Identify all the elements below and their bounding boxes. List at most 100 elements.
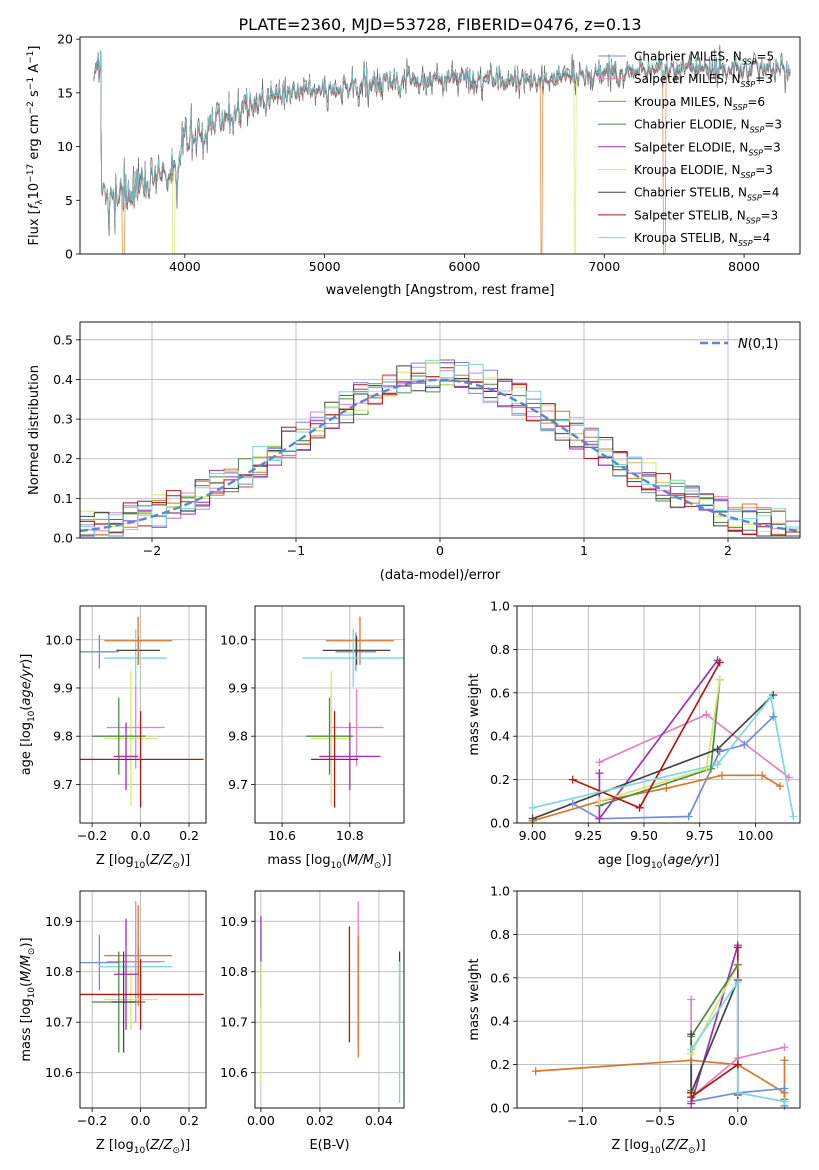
panel-spectrum: 4000 5000 6000 7000 8000 0 5 10 15 20 wavelength [… <box>26 32 801 298</box>
panel-weight-vs-age: 9.00 9.25 9.50 9.75 10.00 0.0 0.2 0.4 0.6 0.8 1.0 m… <box>467 599 801 871</box>
weight-marker-kroupa-stelib <box>687 1045 696 1054</box>
weight-marker-salpeter-miles <box>784 773 793 782</box>
panel-age-vs-Z: −0.2 0.0 0.2 9.7 9.8 9.9 10.0 Z [log10(Z/Z⊙)] ag… <box>19 605 207 871</box>
x-tick-label: −0.2 <box>77 1113 107 1128</box>
x-tick-label: 9.75 <box>686 828 714 843</box>
axes-frame <box>516 890 801 1109</box>
y-axis-label: mass [log10(M/M⊙)] <box>19 937 37 1061</box>
weight-marker-chabrier-miles <box>769 712 778 721</box>
y-tick-label: 0.1 <box>53 491 73 506</box>
plot-area <box>80 359 800 537</box>
y-tick-label: 10.0 <box>45 632 73 647</box>
weight-marker-salpeter-miles <box>687 995 696 1004</box>
x-tick-label: 6000 <box>449 259 481 274</box>
x-tick-label: 0 <box>436 543 444 558</box>
y-tick-label: 15 <box>57 85 73 100</box>
panel-weight-vs-Z: −1.0 −0.5 0.0 0.0 0.2 0.4 0.6 0.8 1.0 mass weight… <box>467 884 801 1156</box>
y-tick-label: 0.6 <box>490 970 510 985</box>
x-tick-label: −1.0 <box>567 1113 597 1128</box>
y-tick-label: 0.0 <box>490 816 510 831</box>
x-axis-label: wavelength [Angstrom, rest frame] <box>326 283 555 298</box>
y-tick-label: 0.6 <box>490 685 510 700</box>
weight-line-salpeter-elodie <box>690 945 739 1104</box>
weight-marker-kroupa-miles <box>718 771 727 780</box>
y-tick-label: 0.2 <box>490 1057 510 1072</box>
x-tick-label: 0.2 <box>179 828 199 843</box>
legend-label-salpeter-elodie: Salpeter ELODIE, NSSP=3 <box>634 140 781 157</box>
legend-label-chabrier-stelib: Chabrier STELIB, NSSP=4 <box>634 186 779 203</box>
weight-marker-kroupa-miles <box>780 1056 789 1065</box>
x-tick-label: 10.00 <box>738 828 774 843</box>
weight-marker-kroupa-elodie <box>595 797 604 806</box>
weight-marker-kroupa-stelib <box>789 812 798 821</box>
weight-marker-salpeter-stelib <box>687 1093 696 1102</box>
x-tick-label: −0.5 <box>645 1113 675 1128</box>
x-tick-label: 2 <box>724 543 732 558</box>
axes-frame <box>254 605 405 824</box>
weight-marker-salpeter-stelib <box>733 1060 742 1069</box>
x-tick-label: 0.04 <box>365 1113 393 1128</box>
y-tick-label: 10.6 <box>220 1065 248 1080</box>
y-tick-label: 10.8 <box>45 964 73 979</box>
y-tick-label: 0 <box>65 247 73 262</box>
weight-line-kroupa-stelib <box>690 979 785 1103</box>
weight-marker-salpeter-stelib <box>733 943 742 952</box>
weight-marker-salpeter-stelib <box>715 658 724 667</box>
x-tick-label: 5000 <box>309 259 341 274</box>
x-axis-label: mass [log10(M/M⊙)] <box>267 853 391 871</box>
histogram-kroupa-stelib <box>80 359 800 537</box>
legend-label-chabrier-miles: Chabrier MILES, NSSP=5 <box>634 50 774 67</box>
y-tick-label: 0.4 <box>490 729 510 744</box>
weight-marker-kroupa-stelib <box>767 693 776 702</box>
weight-marker-kroupa-miles <box>775 782 784 791</box>
axes-frame <box>79 890 207 1109</box>
x-axis-label: Z [log10(Z/Z⊙)] <box>611 1138 705 1156</box>
plot-area <box>302 616 404 808</box>
weight-line-kroupa-miles <box>535 1059 786 1100</box>
model-line-kroupa-stelib <box>93 49 791 223</box>
x-tick-label: 0.0 <box>131 1113 151 1128</box>
x-tick-label: 0.2 <box>179 1113 199 1128</box>
x-tick-label: 0.0 <box>728 1113 748 1128</box>
y-tick-label: 9.8 <box>53 729 73 744</box>
y-tick-label: 10.6 <box>45 1065 73 1080</box>
y-tick-label: 10 <box>57 139 73 154</box>
normal-reference-curve <box>80 378 800 533</box>
x-tick-label: 0.02 <box>306 1113 334 1128</box>
y-tick-label: 0.4 <box>490 1014 510 1029</box>
x-tick-label: 1 <box>580 543 588 558</box>
legend-label-kroupa-elodie: Kroupa ELODIE, NSSP=3 <box>634 163 773 180</box>
weight-line-chabrier-miles <box>572 716 774 820</box>
y-tick-label: 20 <box>57 32 73 47</box>
y-tick-label: 10.7 <box>45 1015 73 1030</box>
legend-label-salpeter-stelib: Salpeter STELIB, NSSP=3 <box>634 208 778 225</box>
y-tick-label: 1.0 <box>490 884 510 899</box>
x-tick-label: −0.2 <box>77 828 107 843</box>
legend: Chabrier MILES, NSSP=5 Salpeter MILES, NS… <box>598 50 782 248</box>
histogram-chabrier-elodie <box>80 359 800 537</box>
x-axis-label: age [log10(age/yr)] <box>598 853 720 871</box>
weight-marker-salpeter-elodie <box>595 769 604 778</box>
x-tick-label: 9.25 <box>574 828 602 843</box>
y-tick-label: 0.0 <box>53 531 73 546</box>
weight-marker-salpeter-miles <box>780 1043 789 1052</box>
weight-marker-kroupa-stelib <box>780 1097 789 1106</box>
x-tick-label: −2 <box>143 543 161 558</box>
axes-frame <box>254 890 405 1109</box>
y-tick-label: 9.7 <box>53 777 73 792</box>
weight-marker-kroupa-stelib <box>733 1088 742 1097</box>
y-tick-label: 0.2 <box>53 451 73 466</box>
plot-area <box>260 901 401 1103</box>
axes-frame <box>79 605 207 824</box>
y-axis-label: Flux [fλ10−17 erg cm−2 s−1 A−1] <box>26 46 45 246</box>
x-tick-label: 9.50 <box>630 828 658 843</box>
y-tick-label: 0.0 <box>490 1101 510 1116</box>
weight-marker-chabrier-stelib <box>687 1030 696 1039</box>
weight-marker-kroupa-miles <box>662 784 671 793</box>
axes-frame <box>79 321 801 539</box>
y-tick-label: 9.8 <box>228 729 248 744</box>
axes-frame <box>79 36 801 255</box>
panel-age-vs-mass: 10.6 10.8 9.7 9.8 9.9 10.0 mass [log10(M/M⊙)] <box>220 605 405 871</box>
x-axis-label: Z [log10(Z/Z⊙)] <box>96 1138 190 1156</box>
y-tick-label: 0.2 <box>490 772 510 787</box>
